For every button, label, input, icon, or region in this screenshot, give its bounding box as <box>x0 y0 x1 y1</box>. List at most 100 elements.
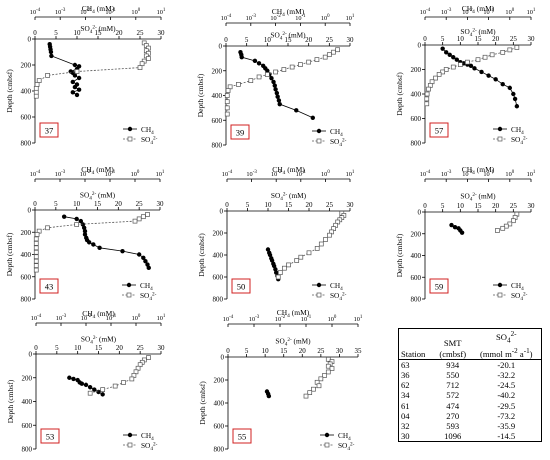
so4-tick-label: 15 <box>94 200 102 208</box>
so4-data-point <box>33 93 39 99</box>
so4-data-point <box>136 216 142 222</box>
so4-tick-label: 5 <box>245 36 249 44</box>
ch4-axis-title: CH4 (mM) <box>462 165 495 176</box>
top-tick-label: 101 <box>157 314 166 322</box>
so4-tick-label: 0 <box>225 201 229 209</box>
ch4-data-point <box>82 228 88 234</box>
top-tick-label: 10-1 <box>483 170 494 178</box>
cell-flux: -24.5 <box>497 380 516 391</box>
so4-tick-label: 30 <box>347 201 355 209</box>
top-tick-label: 10-3 <box>249 315 260 323</box>
ch4-data-point <box>61 214 67 219</box>
so4-tick-label: 25 <box>136 200 144 208</box>
so4-data-point <box>137 65 143 70</box>
ch4-data-point <box>507 85 512 91</box>
so4-data-point <box>33 267 39 273</box>
so4-tick-label: 0 <box>423 202 427 210</box>
panel-station-57: 10-4 10-3 10-2 10-1 100 101 CH4 (mM) 0 5 10 15 20 25… <box>395 4 536 148</box>
station-label-box <box>429 122 449 138</box>
so4-data-point <box>424 96 430 102</box>
top-tick-label: 10-1 <box>105 8 116 16</box>
top-tick-label: 101 <box>157 8 166 16</box>
so4-tick-label: 15 <box>95 344 103 352</box>
so4-tick-label: 20 <box>306 201 314 209</box>
legend-ch4-label: CH4 <box>140 281 153 292</box>
so4-tick-label: 30 <box>157 200 165 208</box>
ch4-data-point <box>78 218 84 224</box>
ch4-data-point <box>274 270 279 275</box>
so4-axis-title: SO42- (mM) <box>460 27 496 38</box>
top-tick-label: 10-2 <box>80 8 91 16</box>
depth-tick-label: 800 <box>411 140 422 148</box>
ch4-data-point <box>72 73 78 78</box>
so4-data-point <box>33 245 39 251</box>
legend-so4-label: SO42- <box>141 135 158 146</box>
so4-data-point <box>314 246 320 251</box>
top-tick-label: 101 <box>346 14 355 22</box>
so4-tick-label: 5 <box>245 347 249 355</box>
station-label-box <box>231 278 251 294</box>
so4-tick-label: 10 <box>74 344 82 352</box>
panel-station-39: 10-4 10-3 10-2 10-1 100 101 CH4 (mM) 0 5 10 15 20 25… <box>196 7 355 150</box>
so4-data-point <box>424 91 430 97</box>
ch4-data-point <box>269 258 275 263</box>
top-tick-label: 10-3 <box>56 314 67 322</box>
table-row: 34 572 -40.2 <box>399 390 542 400</box>
so4-data-point <box>507 47 513 53</box>
legend-ch4-marker <box>127 432 133 438</box>
depth-tick-label: 600 <box>21 114 32 122</box>
top-tick-label: 101 <box>156 170 165 178</box>
so4-tick-label: 35 <box>355 347 363 355</box>
so4-tick-label: 20 <box>116 344 124 352</box>
so4-tick-label: 15 <box>95 29 103 37</box>
depth-tick-label: 400 <box>22 398 33 406</box>
station-label: 53 <box>46 432 55 442</box>
top-tick-label: 10-4 <box>30 8 41 16</box>
station-label: 55 <box>238 432 247 442</box>
so4-tick-label: 0 <box>33 29 37 37</box>
so4-tick-label: 30 <box>347 36 355 44</box>
station-label-box <box>429 278 449 294</box>
cell-station: 61 <box>401 400 410 411</box>
so4-data-point <box>224 111 230 117</box>
so4-tick-label: 30 <box>528 35 536 43</box>
station-label-box <box>232 428 252 444</box>
ch4-data-point <box>81 225 87 230</box>
so4-tick-label: 5 <box>55 344 59 352</box>
top-tick-label: 10-1 <box>301 315 312 323</box>
so4-axis-title: SO42- (mM) <box>80 24 116 35</box>
ch4-data-point <box>74 216 79 222</box>
depth-tick-label: 400 <box>212 92 223 100</box>
depth-axis-title: Depth (cmbsf) <box>395 233 404 277</box>
top-tick-label: 10-4 <box>420 8 431 16</box>
table-row: 32 593 -35.9 <box>399 421 542 431</box>
top-tick-label: 101 <box>354 315 363 323</box>
table-row: 61 474 -29.5 <box>399 401 542 411</box>
top-tick-label: 100 <box>131 170 140 178</box>
depth-tick-label: 600 <box>212 117 223 125</box>
ch4-data-point <box>252 58 258 64</box>
ch4-data-point <box>49 53 54 59</box>
smt-flux-table: Station SMT (cmbsf) SO42- (mmol m-2 a-1) 6… <box>398 328 542 443</box>
legend-ch4-marker <box>497 126 503 132</box>
legend-so4-marker <box>316 292 322 298</box>
top-tick-label: 10-4 <box>221 14 232 22</box>
so4-data-point <box>318 376 324 382</box>
so4-tick-label: 0 <box>33 200 37 208</box>
depth-tick-label: 800 <box>21 140 32 148</box>
ch4-data-point <box>48 49 54 55</box>
so4-data-point <box>322 54 328 60</box>
ch4-data-point <box>273 87 278 92</box>
table-body: 63 934 -20.1 36 550 -32.2 62 712 -24.5 34 572 -40.2… <box>399 359 542 442</box>
top-tick-label: 10-2 <box>275 315 286 323</box>
so4-data-point <box>306 250 312 256</box>
so4-data-point <box>495 228 500 233</box>
station-label-box <box>40 428 60 444</box>
panel-station-59: 10-4 10-3 10-2 10-1 100 101 CH4 (mM) 0 5 10 15 20 25… <box>395 165 536 304</box>
ch4-data-point <box>447 52 452 57</box>
so4-tick-label: 25 <box>326 36 334 44</box>
depth-tick-label: 800 <box>214 446 225 454</box>
ch4-data-point <box>451 55 456 60</box>
